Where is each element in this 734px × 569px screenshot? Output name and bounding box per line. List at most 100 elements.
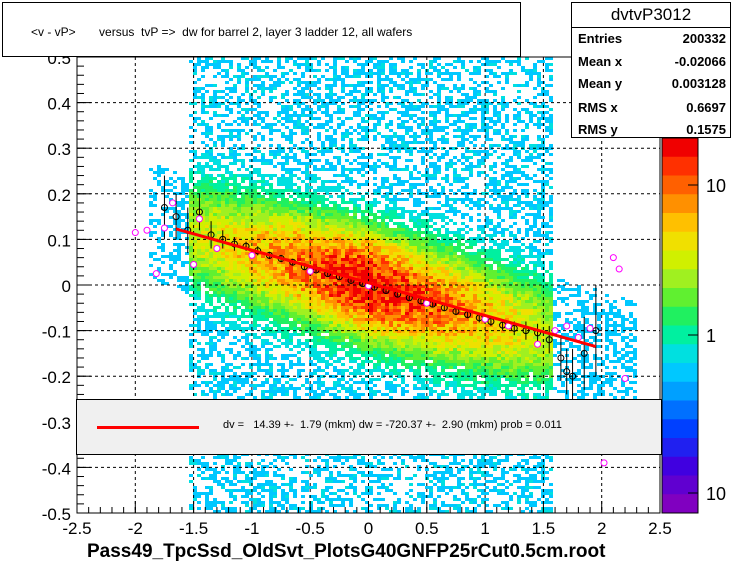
heatmap-cell [225,393,229,396]
heatmap-cell [297,105,301,108]
heatmap-cell [305,105,309,108]
heatmap-cell [249,153,253,156]
heatmap-cell [281,267,285,270]
heatmap-cell [341,297,345,300]
heatmap-cell [349,84,353,87]
heatmap-cell [309,504,313,507]
heatmap-cell [193,171,197,174]
heatmap-cell [353,255,357,258]
heatmap-cell [285,234,289,237]
heatmap-cell [161,279,165,282]
heatmap-cell [385,279,389,282]
heatmap-cell [245,198,249,201]
heatmap-cell [349,357,353,360]
heatmap-cell [205,492,209,495]
heatmap-cell [365,387,369,390]
heatmap-cell [201,249,205,252]
heatmap-cell [277,261,281,264]
heatmap-cell [345,222,349,225]
heatmap-cell [217,201,221,204]
heatmap-cell [181,276,185,279]
heatmap-cell [193,186,197,189]
heatmap-cell [325,489,329,492]
heatmap-cell [205,504,209,507]
heatmap-cell [149,195,153,198]
heatmap-cell [321,264,325,267]
heatmap-cell [345,219,349,222]
heatmap-cell [297,369,301,372]
heatmap-cell [385,186,389,189]
heatmap-cell [225,459,229,462]
heatmap-cell [253,99,257,102]
heatmap-cell [373,66,377,69]
heatmap-cell [217,270,221,273]
heatmap-cell [293,240,297,243]
heatmap-cell [337,495,341,498]
heatmap-cell [305,321,309,324]
heatmap-cell [325,168,329,171]
heatmap-cell [245,222,249,225]
heatmap-cell [361,318,365,321]
heatmap-cell [369,261,373,264]
heatmap-cell [285,135,289,138]
heatmap-cell [381,303,385,306]
heatmap-cell [273,303,277,306]
heatmap-cell [273,129,277,132]
heatmap-cell [321,228,325,231]
heatmap-cell [365,327,369,330]
heatmap-cell [305,486,309,489]
heatmap-cell [309,255,313,258]
heatmap-cell [381,321,385,324]
heatmap-cell [353,297,357,300]
heatmap-cell [193,495,197,498]
heatmap-cell [373,357,377,360]
heatmap-cell [241,330,245,333]
heatmap-cell [333,93,337,96]
heatmap-cell [325,150,329,153]
heatmap-cell [377,72,381,75]
heatmap-cell [277,249,281,252]
heatmap-cell [321,300,325,303]
heatmap-cell [193,207,197,210]
heatmap-cell [269,186,273,189]
heatmap-cell [253,90,257,93]
heatmap-cell [353,303,357,306]
heatmap-cell [337,312,341,315]
heatmap-cell [305,291,309,294]
heatmap-cell [221,222,225,225]
heatmap-cell [201,231,205,234]
heatmap-cell [365,315,369,318]
heatmap-cell [197,369,201,372]
heatmap-cell [205,498,209,501]
heatmap-cell [229,273,233,276]
heatmap-cell [189,135,193,138]
heatmap-cell [381,348,385,351]
heatmap-cell [381,330,385,333]
heatmap-cell [309,354,313,357]
heatmap-cell [289,186,293,189]
heatmap-cell [341,333,345,336]
heatmap-cell [245,81,249,84]
heatmap-cell [225,222,229,225]
heatmap-cell [225,210,229,213]
heatmap-cell [225,135,229,138]
heatmap-cell [237,168,241,171]
heatmap-cell [277,345,281,348]
heatmap-cell [209,201,213,204]
heatmap-cell [209,219,213,222]
heatmap-cell [213,255,217,258]
heatmap-cell [177,255,181,258]
heatmap-cell [377,336,381,339]
heatmap-cell [229,204,233,207]
heatmap-cell [265,291,269,294]
heatmap-cell [317,366,321,369]
heatmap-cell [385,309,389,312]
heatmap-cell [277,267,281,270]
heatmap-cell [317,246,321,249]
heatmap-cell [261,504,265,507]
heatmap-cell [245,252,249,255]
heatmap-cell [317,309,321,312]
heatmap-cell [229,300,233,303]
heatmap-cell [229,195,233,198]
heatmap-cell [293,219,297,222]
